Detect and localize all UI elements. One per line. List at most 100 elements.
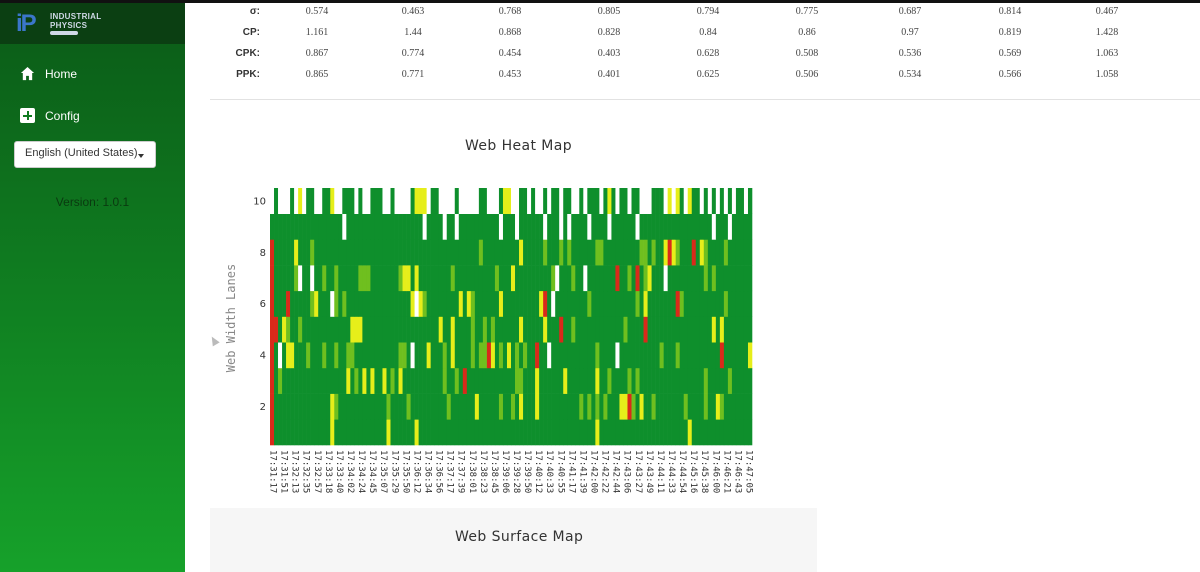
heat-cell (422, 213, 427, 240)
stats-row-label: CPK: (235, 48, 260, 59)
heat-cell (587, 419, 592, 446)
heat-cell (707, 342, 713, 369)
heat-cell (474, 367, 480, 394)
heat-cell (422, 393, 427, 420)
x-tick-label: 17:43:27 (633, 450, 643, 493)
heat-cell (498, 265, 504, 292)
heat-cell (571, 188, 576, 214)
heat-cell (506, 290, 512, 317)
heat-cell (374, 316, 379, 343)
heat-cell (458, 239, 464, 266)
heat-cell (663, 367, 668, 394)
heat-cell (418, 290, 423, 317)
heat-cell (450, 342, 456, 369)
heat-cell (559, 342, 564, 369)
heat-cell (715, 213, 721, 240)
heat-cell (591, 239, 596, 266)
heat-cell (302, 290, 307, 317)
heat-cell (523, 188, 528, 214)
heat-cell (334, 393, 339, 420)
heat-cell (382, 265, 387, 292)
heat-cell (402, 290, 407, 317)
nav-item-home[interactable]: Home (0, 57, 185, 91)
heat-cell (334, 265, 339, 292)
heat-cell (470, 290, 476, 317)
heat-cell (418, 419, 423, 446)
heat-cell (382, 290, 387, 317)
brand-header: iP INDUSTRIAL PHYSICS (0, 0, 185, 44)
heat-cell (523, 342, 528, 369)
heat-cell (727, 316, 733, 343)
heat-cell (599, 342, 604, 369)
heat-cell (591, 213, 596, 240)
heat-cell (615, 188, 620, 214)
heat-cell (338, 290, 343, 317)
heat-cell (675, 419, 680, 446)
heat-cell (342, 316, 347, 343)
heat-cell (502, 213, 508, 240)
heat-cell (511, 213, 516, 240)
heat-cell (583, 419, 588, 446)
heat-cell (486, 367, 492, 394)
heat-cell (647, 213, 652, 240)
heat-cell (314, 188, 319, 214)
heat-cell (599, 213, 604, 240)
heat-cell (314, 393, 319, 420)
x-tick-label: 17:36:12 (411, 450, 421, 493)
heat-cell (687, 393, 693, 420)
heat-cell (494, 188, 500, 214)
heat-cell (270, 265, 275, 292)
heat-cell (551, 316, 556, 343)
heat-cell (282, 342, 287, 369)
heat-cell (506, 419, 512, 446)
heat-cell (390, 213, 395, 240)
heat-cell (579, 290, 584, 317)
heat-cell (326, 419, 331, 446)
heat-cell (539, 239, 544, 266)
heat-cell (563, 316, 568, 343)
heat-cell (539, 342, 544, 369)
heat-cell (711, 265, 717, 292)
stats-cell: 0.534 (898, 69, 922, 80)
heat-cell (486, 342, 492, 369)
x-tick-label: 17:42:00 (589, 450, 599, 493)
heat-cell (547, 367, 552, 394)
heat-cell (519, 239, 524, 266)
heat-cell (430, 188, 435, 214)
heat-cell (607, 290, 612, 317)
x-tick-label: 17:46:21 (721, 450, 731, 493)
heat-cell (683, 265, 689, 292)
heat-cell (727, 239, 733, 266)
heat-cell (390, 342, 395, 369)
heat-cell (370, 419, 375, 446)
heat-cell (719, 342, 725, 369)
company-logo[interactable]: iP INDUSTRIAL PHYSICS (14, 8, 114, 38)
x-tick-label: 17:43:49 (644, 450, 654, 493)
heat-cell (314, 213, 319, 240)
heat-cell (446, 419, 452, 446)
heat-cell (555, 316, 560, 343)
heat-cell (583, 316, 588, 343)
x-tick-label: 17:31:17 (268, 450, 278, 493)
heat-cell (410, 393, 415, 420)
heat-cell (687, 342, 693, 369)
x-tick-label: 17:40:55 (555, 450, 565, 493)
nav-item-config[interactable]: Config (0, 99, 185, 133)
heat-cell (438, 188, 444, 214)
heat-cell (466, 419, 472, 446)
heat-cell (619, 290, 624, 317)
language-select[interactable]: English (United States) (14, 141, 156, 168)
heat-cell (719, 419, 725, 446)
heat-cell (603, 188, 608, 214)
heat-cell (563, 265, 568, 292)
heat-cell (707, 213, 713, 240)
heat-cell (418, 393, 423, 420)
heat-cell (274, 367, 279, 394)
heat-cell (627, 213, 632, 240)
heat-cell (294, 342, 299, 369)
heat-cell (659, 367, 664, 394)
heat-cell (707, 316, 713, 343)
heat-cell (298, 239, 303, 266)
heat-cell (286, 213, 291, 240)
